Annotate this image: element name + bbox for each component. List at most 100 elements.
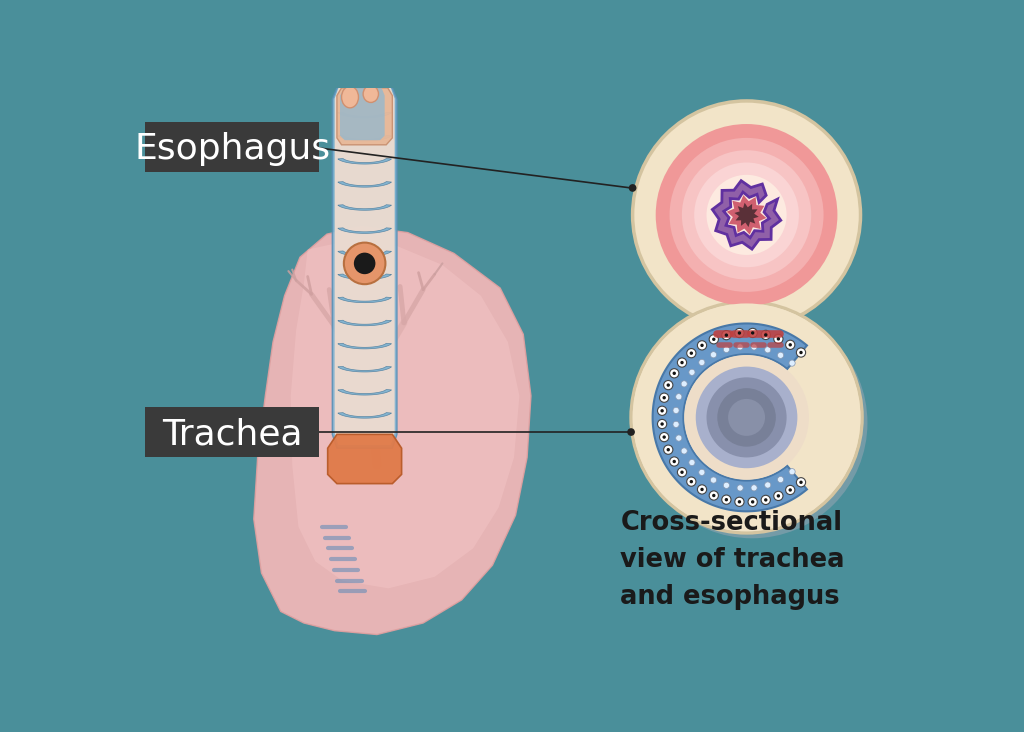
Circle shape xyxy=(774,335,783,343)
Circle shape xyxy=(722,495,731,504)
Circle shape xyxy=(800,481,803,484)
Circle shape xyxy=(728,399,765,436)
Circle shape xyxy=(663,436,666,438)
Circle shape xyxy=(723,482,729,488)
Circle shape xyxy=(735,497,744,507)
Circle shape xyxy=(664,381,673,389)
Circle shape xyxy=(633,101,860,329)
Circle shape xyxy=(712,494,716,497)
Circle shape xyxy=(698,469,705,475)
Circle shape xyxy=(697,340,707,350)
Circle shape xyxy=(725,334,728,337)
Polygon shape xyxy=(338,297,391,302)
Polygon shape xyxy=(338,112,391,118)
Polygon shape xyxy=(338,135,391,141)
Circle shape xyxy=(695,367,798,468)
Circle shape xyxy=(657,406,667,415)
Polygon shape xyxy=(652,324,807,512)
Circle shape xyxy=(751,344,757,350)
Polygon shape xyxy=(338,413,391,418)
Circle shape xyxy=(659,393,669,403)
Circle shape xyxy=(657,419,667,429)
Circle shape xyxy=(676,435,682,441)
Circle shape xyxy=(667,448,670,452)
Circle shape xyxy=(682,150,811,280)
Polygon shape xyxy=(340,88,385,141)
Circle shape xyxy=(790,360,796,366)
Polygon shape xyxy=(734,203,759,227)
Polygon shape xyxy=(338,159,391,164)
Circle shape xyxy=(655,124,838,306)
Circle shape xyxy=(737,344,743,350)
Circle shape xyxy=(700,343,703,347)
Polygon shape xyxy=(338,251,391,256)
Circle shape xyxy=(723,346,729,353)
Circle shape xyxy=(765,482,771,488)
Text: Esophagus: Esophagus xyxy=(134,132,331,166)
Circle shape xyxy=(689,480,693,483)
Circle shape xyxy=(790,468,796,475)
Circle shape xyxy=(694,163,799,267)
Circle shape xyxy=(670,457,679,466)
FancyBboxPatch shape xyxy=(145,408,319,457)
Polygon shape xyxy=(338,182,391,187)
Polygon shape xyxy=(291,240,519,589)
Circle shape xyxy=(712,337,716,341)
Circle shape xyxy=(354,253,376,274)
Circle shape xyxy=(631,302,862,533)
Circle shape xyxy=(776,494,780,498)
Circle shape xyxy=(633,304,860,531)
Circle shape xyxy=(761,330,770,340)
Circle shape xyxy=(764,498,767,501)
Circle shape xyxy=(785,485,795,495)
Circle shape xyxy=(344,242,385,284)
Circle shape xyxy=(681,448,687,454)
Circle shape xyxy=(722,331,731,340)
Circle shape xyxy=(698,359,705,365)
Polygon shape xyxy=(338,274,391,280)
Circle shape xyxy=(678,358,687,367)
FancyBboxPatch shape xyxy=(145,122,319,172)
Circle shape xyxy=(673,460,676,463)
Circle shape xyxy=(673,407,679,414)
Circle shape xyxy=(788,343,792,346)
Circle shape xyxy=(737,332,741,335)
Circle shape xyxy=(629,184,637,192)
Circle shape xyxy=(751,485,757,491)
Polygon shape xyxy=(338,389,391,395)
Polygon shape xyxy=(338,228,391,234)
Circle shape xyxy=(687,477,696,486)
Circle shape xyxy=(788,488,792,492)
Circle shape xyxy=(797,478,806,487)
Circle shape xyxy=(761,496,770,504)
Polygon shape xyxy=(333,88,397,448)
Polygon shape xyxy=(713,181,780,249)
Circle shape xyxy=(663,396,666,400)
Polygon shape xyxy=(254,226,531,635)
Circle shape xyxy=(737,500,741,504)
Circle shape xyxy=(628,428,635,436)
Circle shape xyxy=(711,351,717,358)
Circle shape xyxy=(725,498,728,501)
Circle shape xyxy=(689,351,693,355)
Polygon shape xyxy=(338,320,391,326)
Circle shape xyxy=(777,477,783,482)
Circle shape xyxy=(673,422,679,427)
Circle shape xyxy=(751,331,755,335)
Circle shape xyxy=(711,477,717,483)
Circle shape xyxy=(749,328,758,337)
Circle shape xyxy=(667,384,670,386)
Circle shape xyxy=(689,460,695,466)
Ellipse shape xyxy=(342,86,358,108)
Circle shape xyxy=(664,445,673,455)
Polygon shape xyxy=(338,367,391,372)
Circle shape xyxy=(659,433,669,441)
Circle shape xyxy=(777,352,783,359)
Circle shape xyxy=(673,372,676,375)
Circle shape xyxy=(676,394,682,400)
Polygon shape xyxy=(337,88,392,145)
Circle shape xyxy=(800,351,803,354)
Polygon shape xyxy=(338,343,391,349)
Circle shape xyxy=(670,369,679,378)
Circle shape xyxy=(749,497,758,507)
